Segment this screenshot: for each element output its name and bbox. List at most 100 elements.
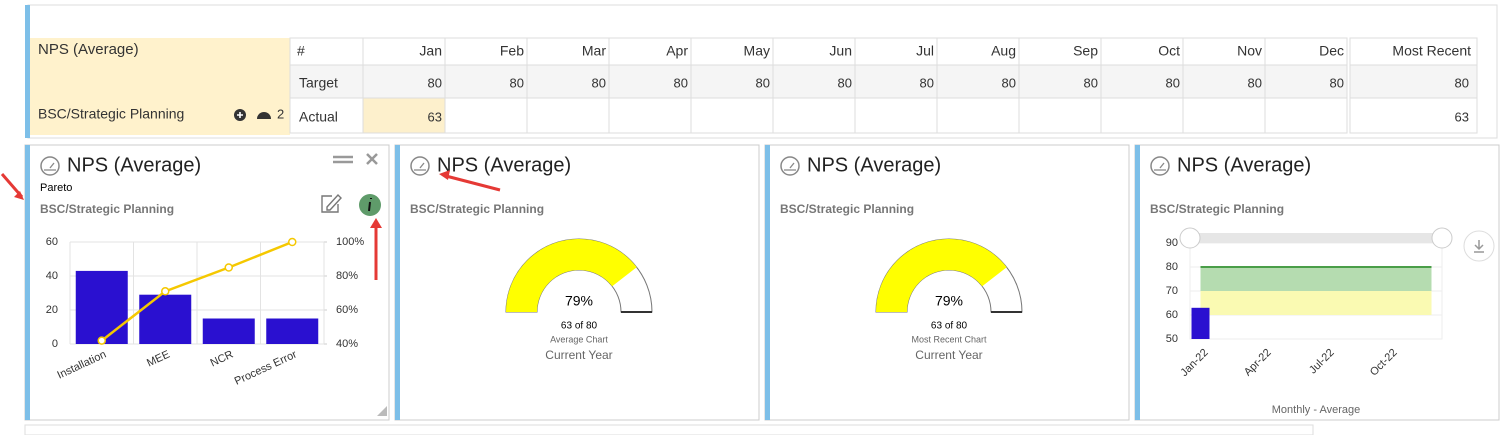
arrow-head [370,218,382,228]
table-cell [362,97,446,134]
panel-accent [25,5,30,138]
widget-accent [1135,145,1140,420]
month-header: Apr [666,43,688,59]
bar [1191,307,1210,339]
cell-value: 63 [1455,109,1469,124]
widget-icon-needle [44,162,56,171]
table-cell [1018,37,1102,66]
gauge-icon[interactable] [257,112,271,119]
widget-icon [410,156,430,176]
widget-title: NPS (Average) [67,154,201,176]
arrow-head [439,170,450,180]
drag-handle[interactable] [333,155,353,164]
month-header: Jun [829,43,852,59]
table-cell [289,37,364,66]
table-cell [362,64,446,99]
gauge-value: 79% [935,293,963,309]
table-cell [854,97,938,134]
y2-tick-label: 80% [336,270,358,282]
widget-owner: BSC/Strategic Planning [40,202,174,216]
table-cell [362,37,446,66]
widget-icon-needle [784,162,796,171]
month-header: Dec [1319,43,1344,59]
cell-value: 80 [1084,75,1098,90]
add-plus [237,112,243,118]
month-header: Sep [1073,43,1098,59]
month-header: Nov [1237,43,1262,59]
table-cell [608,97,692,134]
month-header: Aug [991,43,1016,59]
table-cell [1264,97,1348,134]
y-tick-label: 70 [1166,285,1178,297]
close-icon[interactable] [366,153,378,165]
cell-value: 80 [1002,75,1016,90]
line-point [224,263,233,272]
row-label: Target [299,75,338,91]
table-cell [444,97,528,134]
table-cell [690,97,774,134]
widget-accent [25,145,30,420]
table-cell [854,64,938,99]
table-cell [526,37,610,66]
gauge-detail: 63 of 80 [561,321,598,332]
month-header: Jan [419,43,442,59]
widget-title: NPS (Average) [807,154,941,176]
table-cell [526,97,610,134]
gauge-period: Current Year [545,348,612,362]
bar [75,270,128,344]
widget-owner: BSC/Strategic Planning [780,202,914,216]
cell-value: 80 [1455,75,1469,90]
widget-title: NPS (Average) [437,154,571,176]
table-cell [289,97,364,134]
cell-value: 80 [1330,75,1344,90]
line-point [161,287,170,296]
table-cell [936,37,1020,66]
widget [394,144,760,421]
widget-accent [765,145,770,420]
cell-value: 80 [838,75,852,90]
widget-owner: BSC/Strategic Planning [410,202,544,216]
table-cell [936,97,1020,134]
y2-tick-label: 100% [336,236,364,248]
cell-value: 80 [756,75,770,90]
slider-handle[interactable] [1179,227,1201,249]
y-tick-label: 60 [1166,309,1178,321]
table-cell [1182,97,1266,134]
widget-icon-needle [414,162,426,171]
cell-value: 80 [674,75,688,90]
resize-grip [377,406,387,416]
line-point [288,237,297,247]
row-label: Actual [299,109,338,125]
cumulative-line [100,240,293,342]
gauge-label: Average Chart [550,334,608,344]
table-cell [1264,64,1348,99]
table-cell [936,64,1020,99]
table-cell [526,64,610,99]
slider-handle[interactable] [1431,227,1453,249]
cell-value: 80 [920,75,934,90]
kpi-owner: BSC/Strategic Planning [38,106,184,122]
y-tick-label: 50 [1166,333,1178,345]
info-i [368,198,372,212]
cell-value: 80 [510,75,524,90]
table-cell [772,97,856,134]
next-panel [24,424,1314,435]
cell-value: 63 [428,109,442,124]
arrow [445,174,501,192]
table-cell [772,37,856,66]
y2-tick-label: 40% [336,338,358,350]
table-cell [1264,37,1348,66]
widget-icon [1150,156,1170,176]
table-cell [1100,64,1184,99]
table-cell [444,64,528,99]
edit-icon[interactable] [321,193,342,213]
cell-value: 80 [592,75,606,90]
widget-icon [780,156,800,176]
table-cell [1349,97,1478,134]
range-slider [1190,233,1442,243]
month-header: May [744,43,770,59]
y-tick-label: 0 [52,338,58,350]
line-point [97,336,106,345]
cell-value: 80 [1248,75,1262,90]
